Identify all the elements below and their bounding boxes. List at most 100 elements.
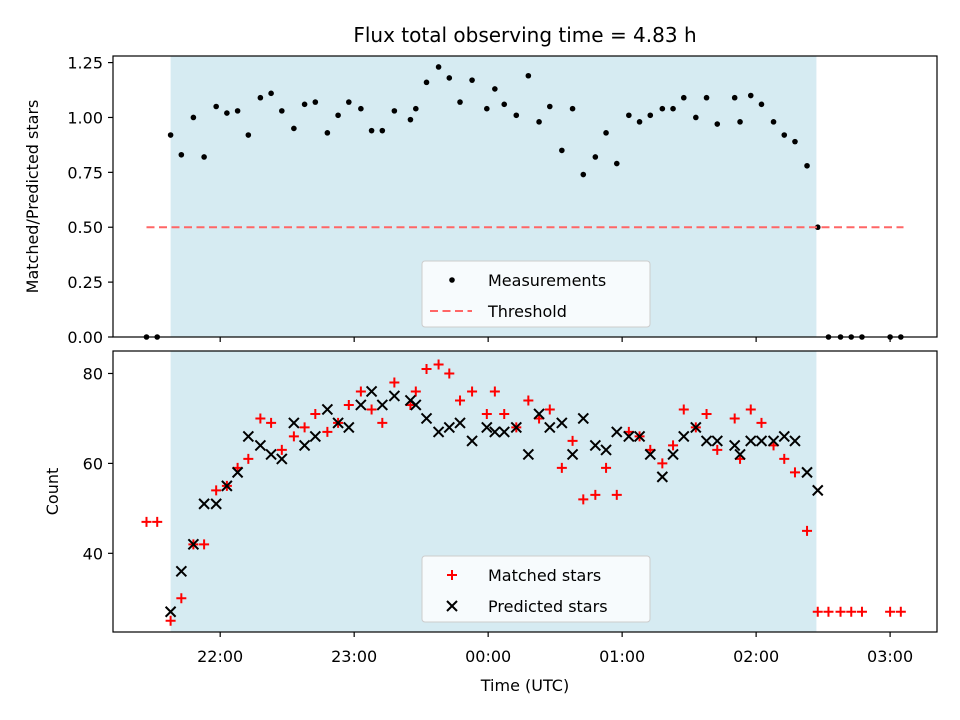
data-point <box>513 112 520 119</box>
data-point <box>211 485 222 496</box>
data-point <box>499 408 510 419</box>
data-point <box>626 112 632 119</box>
data-point <box>324 130 331 136</box>
x-tick-label: 03:00 <box>867 647 913 666</box>
data-point <box>213 103 219 110</box>
data-point <box>812 606 823 617</box>
data-point <box>789 435 801 447</box>
data-point <box>410 386 421 397</box>
data-point <box>656 471 669 483</box>
data-point <box>410 399 422 411</box>
data-point <box>801 466 813 479</box>
data-point <box>481 421 493 434</box>
data-point <box>701 408 712 419</box>
data-point <box>885 606 896 617</box>
data-point <box>243 453 254 464</box>
data-point <box>577 412 589 425</box>
data-point <box>178 151 185 158</box>
data-point <box>321 403 334 416</box>
data-point <box>670 105 676 112</box>
y-tick-label: 0.00 <box>67 328 103 347</box>
data-point <box>700 435 713 447</box>
data-point <box>141 516 152 527</box>
data-point <box>523 395 534 406</box>
data-point <box>221 480 233 492</box>
data-point <box>322 426 333 437</box>
y-tick-label: 80 <box>83 364 103 383</box>
plot-frame <box>112 350 938 633</box>
x-tick-label: 02:00 <box>733 647 779 666</box>
data-point <box>432 426 445 438</box>
series-predicted-stars <box>164 385 824 618</box>
data-point <box>368 127 375 134</box>
data-point <box>358 105 364 112</box>
data-point <box>729 413 740 424</box>
data-point <box>569 105 576 112</box>
plot-frame <box>112 55 938 338</box>
data-point <box>165 615 176 626</box>
data-point <box>734 448 746 461</box>
data-point <box>533 408 545 420</box>
y-tick-label: 40 <box>83 544 103 563</box>
data-point <box>678 430 690 443</box>
series-matched-stars <box>141 359 906 626</box>
data-point <box>636 119 643 125</box>
data-point <box>298 439 311 452</box>
data-point <box>335 112 341 119</box>
data-point <box>242 430 255 443</box>
data-point <box>466 435 478 447</box>
data-point <box>291 125 297 132</box>
data-point <box>288 431 299 442</box>
data-point <box>712 444 723 455</box>
data-point <box>657 458 668 469</box>
data-point <box>501 101 508 108</box>
data-point <box>711 435 723 447</box>
data-point <box>198 498 210 510</box>
data-point <box>792 138 798 145</box>
data-point <box>767 435 780 447</box>
data-point <box>731 94 738 101</box>
data-point <box>279 108 285 114</box>
data-point <box>559 147 565 154</box>
data-point <box>164 606 177 618</box>
data-point <box>309 430 322 443</box>
data-point <box>544 404 555 415</box>
data-point <box>231 466 244 479</box>
data-point <box>758 101 765 108</box>
data-point <box>781 132 788 138</box>
x-tick-label: 01:00 <box>599 647 645 666</box>
series-measurements <box>143 64 904 340</box>
data-point <box>747 92 754 99</box>
data-point <box>365 385 378 398</box>
legend-measurements-swatch <box>449 277 455 283</box>
data-point <box>420 412 433 425</box>
data-point <box>536 119 542 125</box>
data-point <box>276 444 287 455</box>
legend: Measurements Threshold <box>421 260 651 328</box>
data-point <box>423 79 430 86</box>
data-point <box>167 132 174 138</box>
y-axis-label: Matched/Predicted stars <box>23 100 42 294</box>
data-point <box>745 404 756 415</box>
data-point <box>489 386 500 397</box>
data-point <box>152 516 163 527</box>
y-tick-label: 1.00 <box>67 108 103 127</box>
data-point <box>254 439 267 452</box>
chart-title: Flux total observing time = 4.83 h <box>353 23 696 47</box>
data-point <box>257 94 264 101</box>
data-point <box>489 426 501 438</box>
data-point <box>690 421 702 434</box>
data-point <box>245 132 252 138</box>
data-point <box>391 108 398 114</box>
data-point <box>443 421 456 434</box>
data-point <box>789 467 800 478</box>
data-point <box>823 606 834 617</box>
data-point <box>737 119 743 125</box>
data-point <box>467 386 478 397</box>
data-point <box>376 399 389 411</box>
legend-label: Matched stars <box>488 566 601 585</box>
data-point <box>407 116 414 123</box>
legend-label: Measurements <box>488 271 606 290</box>
data-point <box>457 99 463 105</box>
data-point <box>210 498 222 510</box>
